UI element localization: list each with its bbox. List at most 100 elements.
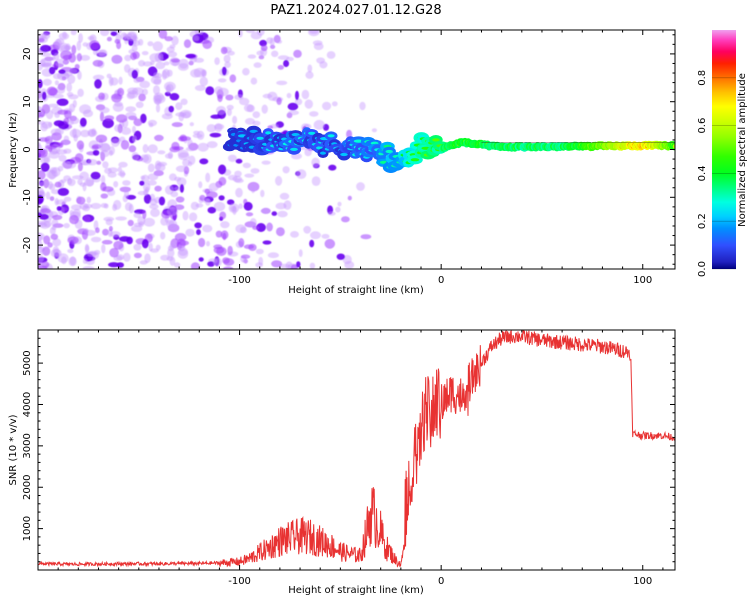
snr-ylabel: SNR (10 * v/v)	[8, 414, 19, 485]
spectrogram-noise-blob	[242, 258, 248, 264]
spectrogram-noise-blob	[76, 196, 86, 205]
spectrogram-noise-blob	[78, 33, 83, 43]
spectrogram-noise-blob	[276, 39, 283, 44]
spectrogram-noise-blob	[147, 173, 159, 181]
spectrogram-noise-blob	[66, 82, 73, 93]
spectrogram-noise-blob	[98, 143, 111, 152]
spectrogram-noise-blob	[218, 164, 227, 175]
spectrogram-noise-blob	[154, 185, 162, 192]
spectrogram-noise-blob	[40, 162, 50, 172]
spectrogram-noise-blob	[243, 244, 254, 249]
spectrogram-noise-blob	[193, 35, 200, 41]
spectrogram-noise-blob	[124, 64, 131, 73]
spectrogram-noise-blob	[164, 36, 173, 42]
spectrogram-noise-blob	[131, 45, 138, 52]
spectrogram-noise-blob	[54, 181, 62, 188]
spectrogram-noise-blob	[102, 186, 114, 192]
spectrogram-noise-blob	[118, 161, 128, 168]
spectrogram-noise-blob	[40, 122, 48, 132]
spectrogram-noise-blob	[185, 228, 195, 237]
spectrogram-noise-blob	[82, 266, 95, 269]
spectrogram-noise-blob	[240, 254, 251, 259]
spectrogram-noise-blob	[114, 101, 123, 107]
spectrogram-noise-blob	[66, 92, 74, 97]
spectrogram-noise-blob	[38, 199, 43, 205]
spectrogram-noise-blob	[82, 109, 94, 118]
spectrogram-noise-blob	[213, 244, 223, 249]
spectrogram-noise-blob	[185, 53, 196, 59]
spectrogram-noise-blob	[169, 44, 176, 49]
spectrogram-noise-blob	[119, 170, 126, 178]
spectrogram-noise-blob	[250, 31, 262, 40]
spectrogram-noise-blob	[187, 139, 193, 149]
spectrogram-noise-blob	[154, 134, 164, 142]
spectrogram-noise-blob	[142, 144, 149, 153]
y-tick-label: -10	[22, 189, 33, 205]
spectrogram-noise-blob	[169, 256, 176, 266]
colorbar-gradient	[712, 30, 736, 269]
spectrogram-ridge-core	[291, 133, 300, 137]
spectrogram-noise-blob	[38, 170, 46, 180]
spectrogram-noise-blob	[38, 106, 45, 116]
spectrogram-noise-blob	[249, 218, 257, 228]
spectrogram-noise-blob	[153, 78, 162, 86]
spectrogram-noise-blob	[80, 129, 90, 138]
spectrogram-noise-blob	[255, 248, 264, 255]
spectrogram-noise-blob	[199, 158, 209, 165]
spectrogram-noise-blob	[57, 109, 69, 115]
spectrogram-noise-blob	[324, 238, 336, 249]
spectrogram-noise-blob	[256, 223, 266, 232]
figure-title: PAZ1.2024.027.01.12.G28	[270, 3, 441, 18]
spectrogram-noise-blob	[214, 57, 220, 65]
spectrogram-noise-blob	[117, 87, 125, 97]
spectrogram-noise-blob	[253, 62, 262, 68]
spectrogram-noise-blob	[271, 260, 283, 268]
spectrogram-noise-blob	[41, 32, 51, 40]
spectrogram-noise-blob	[132, 135, 137, 143]
colorbar: 0.0 0.2 0.4 0.6 0.8 Normalized spectral ampl…	[697, 30, 748, 277]
spectrogram-noise-blob	[304, 99, 313, 109]
spectrogram-noise-blob	[98, 92, 105, 100]
spectrogram-noise-blob	[267, 252, 279, 259]
spectrogram-noise-blob	[106, 36, 112, 42]
spectrogram-noise-blob	[285, 261, 293, 269]
spectrogram-noise-blob	[67, 74, 76, 84]
spectrogram-noise-blob	[250, 77, 258, 85]
spectrogram-noise-blob	[271, 211, 278, 216]
spectrogram-noise-blob	[322, 101, 332, 111]
spectrogram-noise-blob	[167, 51, 178, 58]
spectrogram-noise-blob	[68, 53, 76, 63]
spectrogram-noise-blob	[109, 247, 119, 258]
spectrogram-noise-blob	[182, 210, 189, 221]
spectrogram-noise-blob	[188, 212, 198, 222]
spectrogram-noise-blob	[214, 123, 225, 130]
spectrogram-noise-blob	[212, 257, 222, 267]
spectrogram-noise-blob	[190, 68, 202, 78]
spectrogram-noise-blob	[99, 106, 110, 114]
spectrogram-noise-blob	[309, 30, 319, 34]
spectrogram-noise-blob	[137, 190, 148, 196]
spectrogram-noise-blob	[293, 49, 302, 58]
snr-panel: -100 0 100 1000 2000 3000 4000 5000 Height of s…	[8, 329, 676, 596]
spectrogram-noise-blob	[296, 261, 301, 268]
spectrogram-noise-blob	[40, 208, 51, 214]
spectrogram-noise-blob	[341, 216, 350, 223]
spectrogram-ridge	[222, 125, 675, 173]
spectrogram-noise-blob	[51, 218, 59, 228]
spectrogram-noise-blob	[266, 222, 273, 232]
spectrogram-noise-blob	[234, 170, 242, 177]
spectrogram-noise-blob	[165, 85, 171, 94]
spectrogram-noise-blob	[277, 65, 284, 70]
y-tick-label: 3000	[22, 433, 33, 458]
spectrogram-noise-blob	[70, 30, 77, 36]
spectrogram-noise-blob	[56, 85, 66, 94]
spectrogram-noise-blob	[182, 158, 190, 167]
spectrogram-noise-blob	[79, 182, 86, 187]
spectrogram-noise-blob	[121, 127, 132, 135]
spectrogram-noise-blob	[41, 91, 47, 101]
spectrogram-noise-blob	[94, 79, 102, 89]
spectrogram-noise-blob	[71, 44, 77, 55]
spectrogram-noise-blob	[169, 242, 176, 250]
spectrogram-noise-blob	[298, 249, 303, 257]
